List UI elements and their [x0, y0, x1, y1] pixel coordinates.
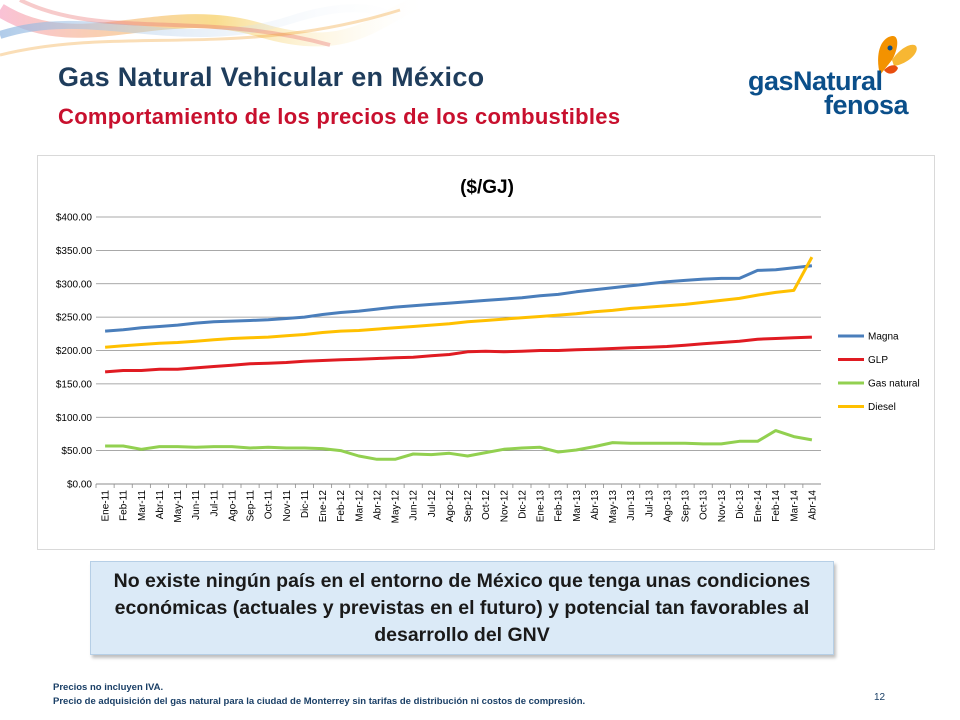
x-tick-label: Feb-12: [336, 490, 347, 522]
legend-label-gas-natural: Gas natural: [868, 379, 920, 390]
x-tick-label: Feb-13: [554, 490, 565, 522]
x-tick-label: May-12: [391, 490, 402, 524]
x-tick-label: Ago-11: [227, 490, 238, 522]
y-tick-label: $350.00: [56, 246, 93, 257]
x-tick-label: Sep-11: [246, 490, 257, 522]
x-tick-label: Oct-11: [264, 490, 275, 520]
x-tick-label: Sep-12: [463, 490, 474, 523]
x-tick-label: Ago-12: [445, 490, 456, 523]
x-tick-label: Nov-12: [499, 490, 510, 523]
x-tick-label: Abr-14: [807, 490, 818, 520]
x-tick-label: Ene-14: [753, 490, 764, 523]
x-tick-label: Jul-11: [209, 490, 220, 517]
footer-note-gas-price: Precio de adquisición del gas natural pa…: [53, 696, 586, 707]
x-tick-label: Jul-12: [427, 490, 438, 518]
x-tick-label: Abr-13: [590, 490, 601, 520]
company-logo: gasNatural fenosa: [740, 30, 940, 120]
x-tick-label: Ago-13: [662, 490, 673, 523]
x-tick-label: Dic-11: [300, 490, 311, 519]
y-tick-label: $50.00: [61, 446, 92, 457]
x-tick-label: Mar-13: [572, 490, 583, 522]
series-line-diesel: [104, 256, 814, 349]
x-tick-label: Feb-11: [119, 490, 130, 521]
x-tick-label: Ene-12: [318, 490, 329, 523]
x-tick-label: Jun-11: [191, 490, 202, 520]
legend-label-diesel: Diesel: [868, 402, 896, 413]
x-tick-label: Jul-13: [644, 490, 655, 518]
legend-label-glp: GLP: [868, 355, 888, 366]
decorative-swirl: [0, 0, 430, 57]
x-tick-label: Nov-13: [717, 490, 728, 523]
butterfly-icon: [878, 35, 917, 75]
x-tick-label: Ene-11: [101, 490, 112, 522]
footer-note-iva: Precios no incluyen IVA.: [53, 682, 164, 693]
x-tick-label: May-11: [173, 490, 184, 523]
x-tick-label: Mar-11: [137, 490, 148, 521]
x-tick-label: Jun-13: [626, 490, 637, 521]
y-tick-label: $250.00: [56, 313, 93, 324]
callout-box: No existe ningún país en el entorno de M…: [90, 561, 834, 655]
chart-area: ($/GJ) $0.00 $50.00 $100.00 $150.00 $200.00 $2…: [37, 155, 935, 550]
series-line-glp: [104, 335, 812, 374]
y-tick-label: $0.00: [67, 480, 92, 491]
x-tick-label: Abr-11: [155, 490, 166, 520]
x-tick-label: Oct-13: [699, 490, 710, 520]
y-tick-label: $100.00: [56, 413, 93, 424]
slide-title: Gas Natural Vehicular en México: [58, 62, 485, 92]
footer-notes: Precios no incluyen IVA. Precio de adqui…: [53, 681, 585, 709]
x-tick-label: Oct-12: [481, 490, 492, 520]
x-tick-label: Mar-12: [354, 490, 365, 522]
x-tick-label: Dic-13: [735, 490, 746, 519]
x-tick-label: May-13: [608, 490, 619, 524]
x-tick-label: Abr-12: [372, 490, 383, 520]
legend-label-magna: Magna: [868, 332, 899, 343]
y-tick-label: $400.00: [56, 213, 93, 224]
x-tick-label: Ene-13: [536, 490, 547, 523]
logo-text-gasnatural: gasNatural: [748, 66, 883, 96]
page-number: 12: [874, 692, 886, 703]
chart-title: ($/GJ): [460, 177, 514, 198]
slide-subtitle: Comportamiento de los precios de los com…: [58, 104, 621, 129]
x-tick-label: Dic-12: [517, 490, 528, 519]
callout-text: No existe ningún país en el entorno de M…: [113, 570, 811, 646]
x-tick-label: Sep-13: [681, 490, 692, 523]
y-tick-label: $150.00: [56, 379, 93, 390]
logo-text-fenosa: fenosa: [824, 90, 909, 120]
x-tick-label: Mar-14: [789, 490, 800, 522]
series-line-gas-natural: [105, 429, 813, 461]
x-tick-label: Jun-12: [409, 490, 420, 521]
x-tick-label: Nov-11: [282, 490, 293, 522]
series-line-magna: [104, 264, 813, 333]
y-tick-label: $200.00: [56, 346, 93, 357]
y-tick-label: $300.00: [56, 279, 93, 290]
price-line-chart: ($/GJ) $0.00 $50.00 $100.00 $150.00 $200.00 $2…: [56, 177, 920, 524]
x-tick-label: Feb-14: [771, 490, 782, 522]
